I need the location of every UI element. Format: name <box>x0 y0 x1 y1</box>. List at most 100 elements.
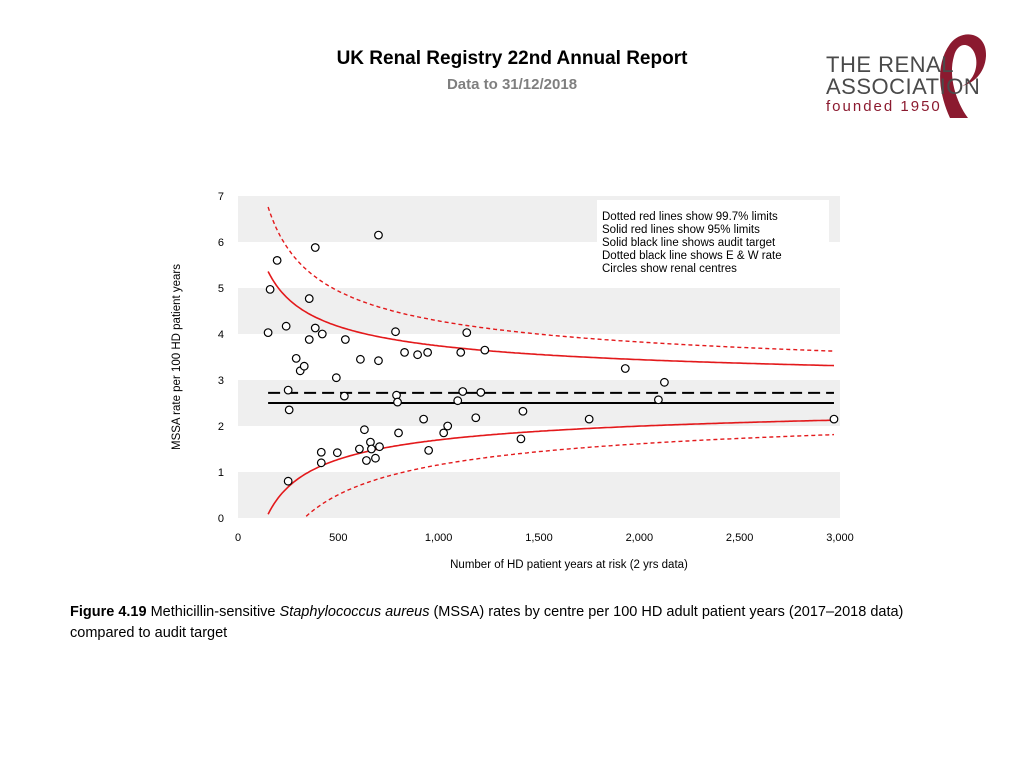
figure-label: Figure 4.19 <box>70 604 147 620</box>
centre-point <box>371 453 380 463</box>
centre-point <box>283 385 293 395</box>
centre-point <box>456 347 466 357</box>
centre-points <box>263 230 839 486</box>
centre-point <box>660 377 669 387</box>
centre-point <box>331 373 341 383</box>
centre-point <box>516 434 526 444</box>
centre-point <box>653 395 663 405</box>
lower-99-7-limit <box>305 433 835 517</box>
centre-point <box>291 353 301 363</box>
centre-point <box>340 335 350 344</box>
grid-band <box>238 288 840 334</box>
centre-point <box>332 448 342 458</box>
centre-point <box>281 321 291 331</box>
centre-point <box>391 327 400 337</box>
centre-point <box>829 414 839 424</box>
report-header: UK Renal Registry 22nd Annual Report Dat… <box>0 48 1024 93</box>
control-limit-curves <box>267 206 835 517</box>
centre-point <box>316 458 326 468</box>
chart-legend: Dotted red lines show 99.7% limitsSolid … <box>597 200 829 284</box>
x-tick-label: 2,000 <box>626 532 654 544</box>
centre-point <box>423 347 433 357</box>
centre-point <box>480 345 490 355</box>
caption-text-1: Methicillin-sensitive <box>146 604 280 620</box>
legend-entry: Circles show renal centres <box>602 263 737 275</box>
centre-point <box>316 447 326 457</box>
centre-point <box>284 405 294 415</box>
centre-point <box>462 328 472 338</box>
x-tick-label: 3,000 <box>826 532 854 544</box>
x-axis-label: Number of HD patient years at risk (2 yr… <box>450 559 688 571</box>
centre-point <box>458 387 468 396</box>
centre-point <box>476 388 486 397</box>
legend-box <box>597 200 829 284</box>
centre-point <box>419 414 429 424</box>
x-tick-label: 1,000 <box>425 532 453 544</box>
y-tick-label: 0 <box>218 513 224 525</box>
report-subtitle: Data to 31/12/2018 <box>446 76 578 93</box>
centre-point <box>394 428 403 438</box>
y-tick-label: 7 <box>218 191 224 203</box>
centre-point <box>265 284 275 294</box>
upper-95-limit <box>267 271 835 367</box>
centre-point <box>339 391 349 401</box>
centre-point <box>263 328 273 338</box>
lower-95-limit <box>267 419 834 515</box>
y-tick-label: 6 <box>218 237 224 249</box>
logo-line-2: ASSOCIATION <box>826 74 981 99</box>
centre-point <box>620 364 630 373</box>
x-tick-label: 500 <box>329 532 347 544</box>
y-axis-label: MSSA rate per 100 HD patient years <box>171 264 183 450</box>
y-tick-label: 2 <box>218 421 224 433</box>
centre-point <box>400 347 409 357</box>
centre-point <box>310 323 320 333</box>
centre-point <box>304 335 314 344</box>
x-tick-label: 0 <box>235 532 241 544</box>
centre-point <box>356 354 365 364</box>
logo-line-3: founded 1950 <box>826 98 942 115</box>
centre-point <box>471 413 481 423</box>
y-axis-ticks: 0 1 2 3 4 5 6 7 <box>218 191 224 525</box>
caption-text-2: (MSSA) rates by centre per 100 HD adult … <box>70 604 904 641</box>
centre-point <box>355 444 364 454</box>
reference-lines <box>268 391 834 404</box>
centre-point <box>374 356 383 366</box>
centre-point <box>584 414 594 424</box>
legend-entry: Solid red lines show 95% limits <box>602 224 760 236</box>
centre-point <box>310 243 320 252</box>
centre-point <box>443 421 453 431</box>
legend-entry: Dotted black line shows E & W rate <box>602 250 782 262</box>
logo-line-1: THE RENAL <box>826 52 954 77</box>
renal-association-logo: THE RENAL ASSOCIATION founded 1950 <box>822 26 992 120</box>
x-tick-label: 1,500 <box>525 532 553 544</box>
centre-point <box>439 428 449 438</box>
y-tick-label: 3 <box>218 375 224 387</box>
centre-point <box>375 442 384 452</box>
centre-point <box>413 350 422 360</box>
centre-point <box>304 294 314 303</box>
centre-point <box>362 456 371 465</box>
y-tick-label: 4 <box>218 329 224 341</box>
centre-point <box>518 406 528 416</box>
report-title: UK Renal Registry 22nd Annual Report <box>336 48 688 69</box>
upper-99-7-limit <box>267 206 835 352</box>
x-axis-ticks: 0 500 1,000 1,500 2,000 2,500 3,000 <box>235 532 854 544</box>
centre-point <box>424 445 434 455</box>
centre-point <box>272 255 282 265</box>
centre-point <box>367 444 376 454</box>
caption-italic: Staphylococcus aureus <box>279 604 430 620</box>
centre-point <box>374 230 383 240</box>
logo-swoosh-icon <box>940 34 987 118</box>
centre-point <box>393 397 402 407</box>
centre-point <box>283 476 293 486</box>
legend-entry: Solid black line shows audit target <box>602 237 776 249</box>
legend-entry: Dotted red lines show 99.7% limits <box>602 211 778 223</box>
mssa-funnel-chart: 0 1 2 3 4 5 6 7 0 500 1,000 1,500 2,000 2,500 3,000 D… <box>171 191 854 571</box>
centre-point <box>453 396 463 406</box>
centre-point <box>360 425 369 435</box>
centre-point <box>317 329 327 339</box>
grid-band <box>238 472 840 518</box>
y-tick-label: 1 <box>218 467 224 479</box>
y-tick-label: 5 <box>218 283 224 295</box>
figure-caption: Figure 4.19 Methicillin-sensitive Staphy… <box>70 602 970 644</box>
